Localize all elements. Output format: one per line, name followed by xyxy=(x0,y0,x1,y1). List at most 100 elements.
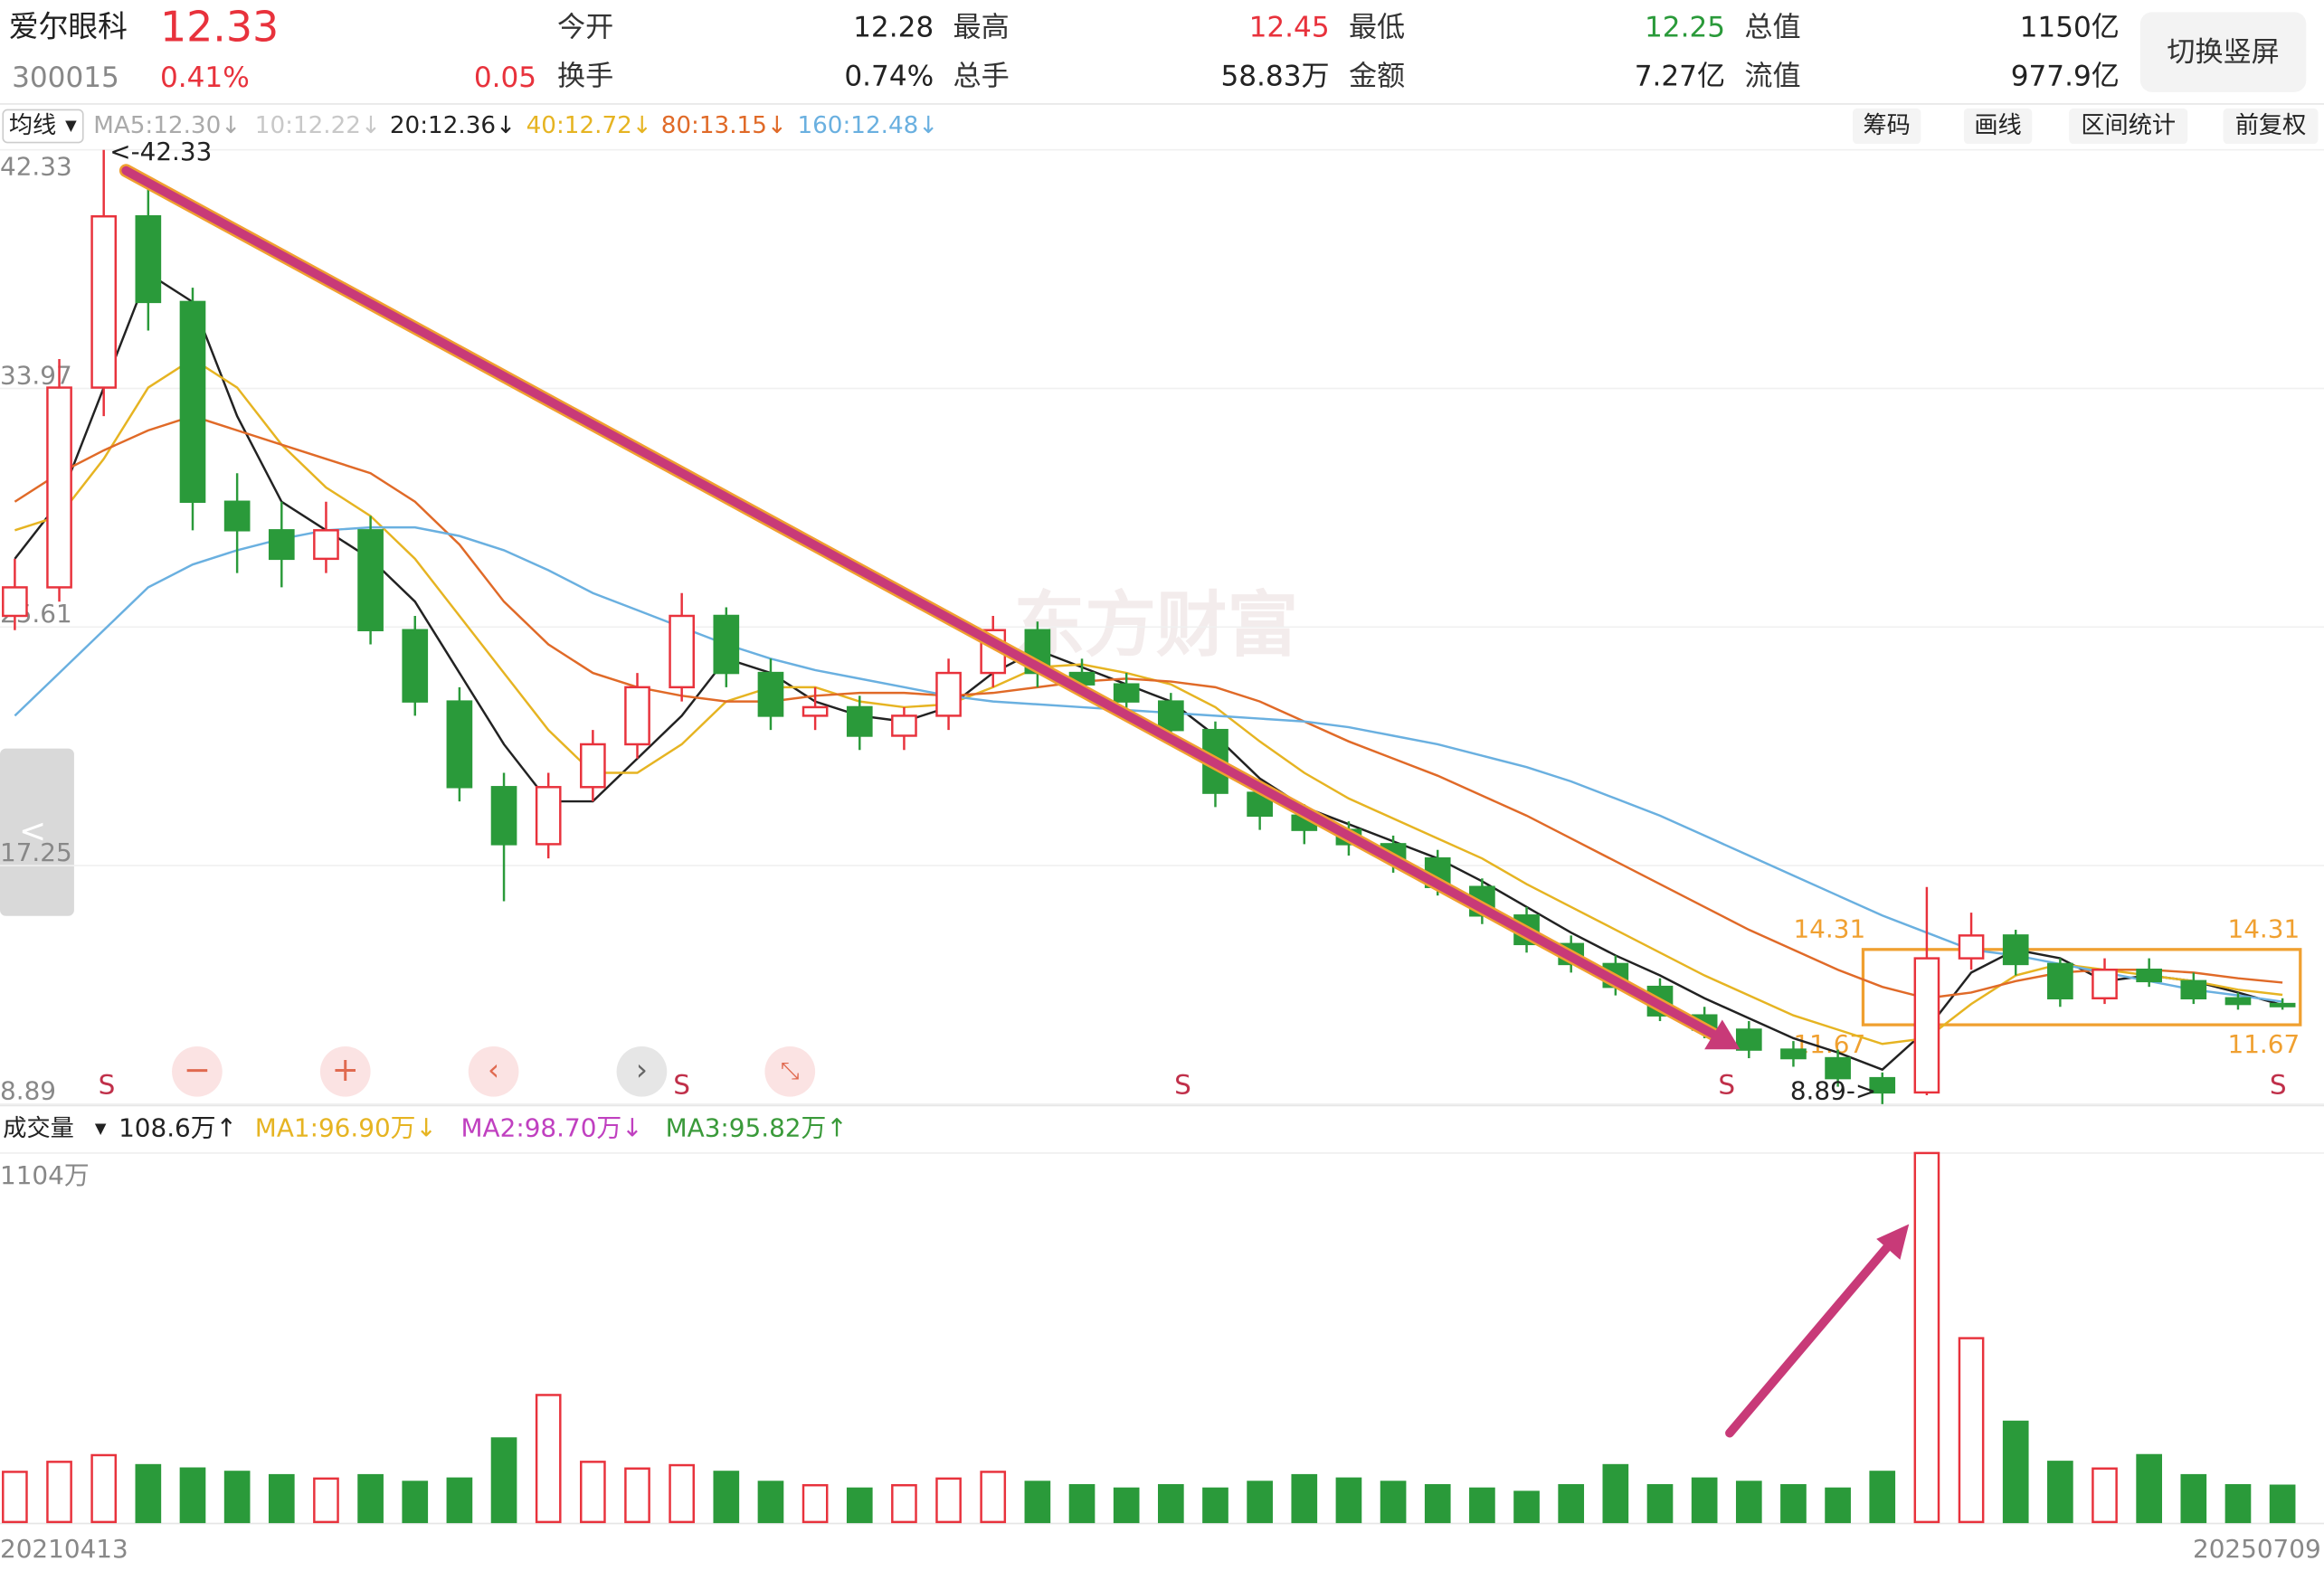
volume-selector[interactable] xyxy=(0,1112,113,1146)
candle-body xyxy=(2136,968,2163,983)
field-label: 流值 xyxy=(1744,60,1800,92)
volume-selector-label[interactable]: 成交量 xyxy=(3,1115,74,1142)
candle-body xyxy=(713,614,740,675)
candle-body xyxy=(179,300,206,503)
ma-legend: 10:12.22↓ xyxy=(255,112,381,139)
tool-button-label[interactable]: 区间统计 xyxy=(2081,112,2176,139)
chart-controls: − + ‹ › ⤡ xyxy=(172,1045,816,1097)
field-value: 12.28 xyxy=(853,11,934,43)
volume-bar xyxy=(1335,1477,1362,1524)
volume-bar xyxy=(1247,1481,1273,1524)
zoom-out-icon[interactable]: − xyxy=(184,1052,211,1089)
volume-bar xyxy=(2047,1461,2073,1524)
volume-bar xyxy=(1157,1483,1184,1524)
watermark: 东方财富 xyxy=(1014,583,1299,667)
candle-body xyxy=(2269,1002,2296,1008)
range-bottom-label: 11.67 xyxy=(2228,1029,2300,1059)
candle-body xyxy=(2180,979,2207,1000)
reset-button[interactable] xyxy=(764,1045,816,1097)
volume-bar xyxy=(1469,1487,1495,1524)
candle-body xyxy=(1958,934,1985,960)
stock-price: 12.33 xyxy=(160,3,279,52)
zoom-in-button[interactable] xyxy=(319,1045,371,1097)
field-label: 最低 xyxy=(1349,11,1405,43)
prev-icon[interactable]: ‹ xyxy=(488,1053,499,1087)
next-button[interactable] xyxy=(616,1045,668,1097)
y-tick-label: 33.97 xyxy=(0,360,72,390)
volume-bar xyxy=(2224,1483,2252,1524)
trend-arrow-head xyxy=(1704,1019,1741,1050)
ma-selector[interactable] xyxy=(2,109,84,144)
side-tab-icon[interactable]: < xyxy=(19,813,46,850)
candle-body xyxy=(357,529,384,631)
candle-body xyxy=(1780,1048,1807,1060)
volume-bar xyxy=(2269,1484,2296,1524)
signal-marker: S xyxy=(673,1070,690,1101)
volume-bar xyxy=(1825,1487,1851,1524)
volume-bar xyxy=(2002,1420,2029,1524)
field-value: 1150亿 xyxy=(2020,11,2120,43)
tool-button[interactable] xyxy=(1963,108,2033,145)
ma-legend: 40:12.72↓ xyxy=(526,112,652,139)
candle-body xyxy=(669,614,695,689)
field-value: 0.74% xyxy=(844,60,934,92)
reset-icon[interactable]: ⤡ xyxy=(781,1057,800,1084)
tool-button[interactable] xyxy=(2069,108,2188,145)
volume-bar xyxy=(846,1487,873,1524)
volume-bar xyxy=(313,1477,339,1524)
ma-line xyxy=(14,357,2283,1045)
tool-button-label[interactable]: 画线 xyxy=(1974,112,2021,139)
volume-bar xyxy=(757,1481,784,1524)
prev-button[interactable] xyxy=(468,1045,519,1097)
ma-legend: 160:12.48↓ xyxy=(797,112,938,139)
candle-body xyxy=(802,705,829,717)
candle-body xyxy=(2224,997,2252,1006)
volume-bar xyxy=(1380,1481,1407,1524)
candle-body xyxy=(223,500,251,532)
volume-bar xyxy=(1646,1483,1674,1524)
candle-body xyxy=(313,529,339,561)
volume-bar xyxy=(268,1473,295,1524)
zoom-in-icon[interactable]: + xyxy=(332,1052,359,1089)
volume-bar xyxy=(1735,1481,1762,1524)
tool-button-label[interactable]: 前复权 xyxy=(2235,112,2307,139)
volume-bar xyxy=(90,1453,118,1524)
side-tab[interactable] xyxy=(0,748,74,916)
volume-bar xyxy=(1602,1463,1629,1524)
stock-name: 爱尔眼科 xyxy=(9,9,128,43)
ma-selector-label[interactable]: 均线 xyxy=(9,112,56,139)
y-tick-label: 1104万 xyxy=(0,1160,90,1190)
candle-body xyxy=(135,215,162,304)
quote-header: 爱尔眼科 12.33 300015 0.41% 0.05 切换竖屏 xyxy=(9,3,2307,94)
volume-legend: MA3:95.82万↑ xyxy=(666,1113,848,1143)
orientation-button[interactable] xyxy=(2139,12,2307,92)
tool-button[interactable] xyxy=(1852,108,1921,145)
volume-bar xyxy=(1068,1483,1096,1524)
tool-button[interactable] xyxy=(2223,108,2319,145)
signal-marker: S xyxy=(1718,1070,1735,1101)
volume-bar xyxy=(490,1437,517,1524)
zoom-out-button[interactable] xyxy=(172,1045,223,1097)
candle-body xyxy=(2002,934,2029,966)
range-top-label: 14.31 xyxy=(1793,914,1865,944)
volume-bar xyxy=(402,1481,429,1524)
volume-bar xyxy=(980,1471,1007,1524)
volume-bar xyxy=(179,1467,206,1524)
tool-button-label[interactable]: 筹码 xyxy=(1863,112,1910,139)
volume-bar xyxy=(1024,1481,1051,1524)
orientation-button-label[interactable]: 切换竖屏 xyxy=(2167,36,2279,69)
volume-bar xyxy=(446,1477,473,1524)
next-icon[interactable]: › xyxy=(636,1053,648,1087)
volume-bar xyxy=(1113,1487,1140,1524)
x-tick-label: 20210413 xyxy=(0,1534,128,1564)
x-tick-label: 20250709 xyxy=(2193,1534,2321,1564)
field-label: 金额 xyxy=(1349,60,1405,92)
candle-body xyxy=(580,743,606,789)
volume-bar xyxy=(1691,1477,1718,1524)
volume-bar xyxy=(1424,1483,1451,1524)
volume-bar xyxy=(1869,1471,1896,1524)
field-label: 换手 xyxy=(557,60,613,92)
candle-body xyxy=(90,215,118,389)
